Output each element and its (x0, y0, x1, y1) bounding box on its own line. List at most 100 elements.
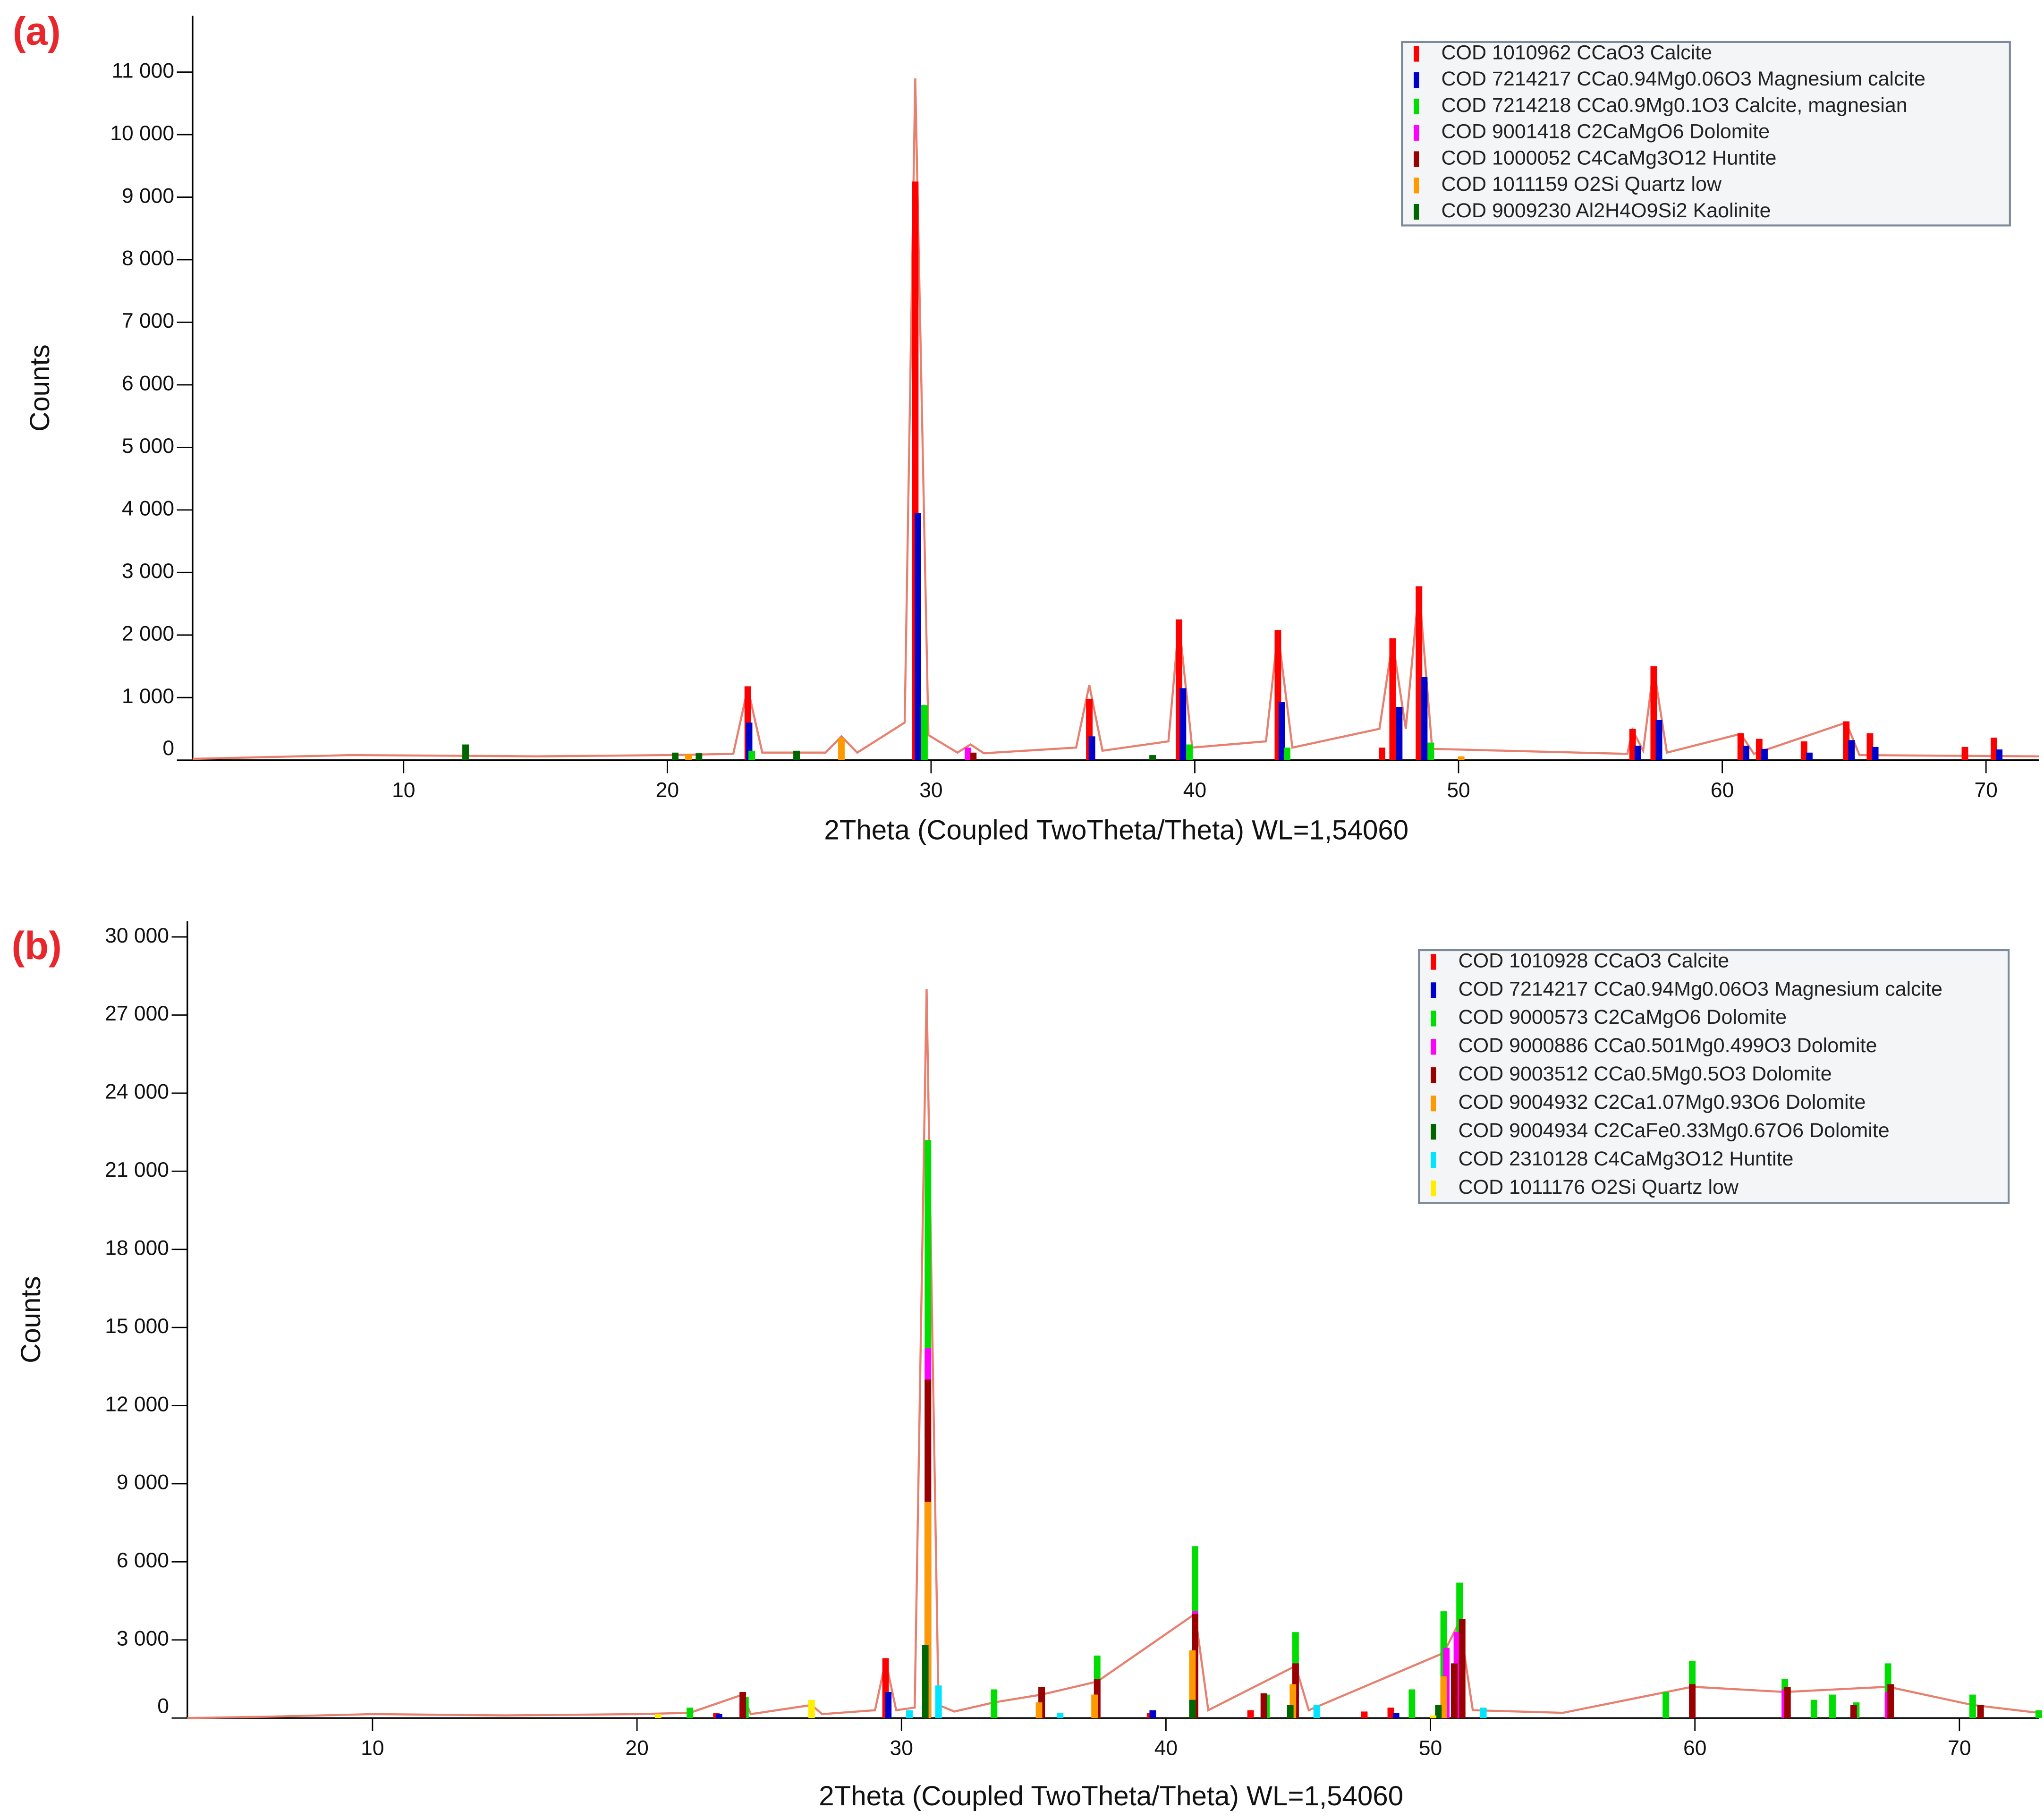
stick (1313, 1705, 1320, 1718)
y-tick-label: 9 000 (117, 1471, 169, 1494)
y-tick-label: 8 000 (122, 247, 174, 270)
y-tick-label: 1 000 (122, 685, 174, 708)
stick (1035, 1702, 1043, 1718)
legend-label: COD 1010928 CCaO3 Calcite (1459, 949, 1730, 972)
x-tick-label: 30 (890, 1737, 913, 1760)
legend-swatch (1431, 1152, 1436, 1168)
stick (1451, 1663, 1458, 1718)
stick (672, 752, 679, 760)
stick (1408, 1689, 1416, 1718)
stick (1440, 1676, 1447, 1718)
stick (1806, 752, 1813, 760)
stick (1887, 1684, 1894, 1718)
stick (1800, 741, 1807, 760)
y-axis-title: Counts (25, 344, 55, 432)
x-tick-label: 60 (1711, 779, 1734, 802)
stick (1260, 1693, 1267, 1718)
stick (915, 513, 921, 760)
y-tick-label: 4 000 (122, 497, 174, 520)
stick (1848, 740, 1855, 760)
y-tick-label: 21 000 (105, 1158, 169, 1182)
stick (1969, 1694, 1976, 1718)
stick (885, 1692, 892, 1718)
legend-label: COD 1000052 C4CaMg3O12 Huntite (1442, 146, 1777, 169)
x-axis-title: 2Theta (Coupled TwoTheta/Theta) WL=1,540… (819, 1781, 1403, 1811)
y-tick-label: 6 000 (117, 1549, 169, 1572)
stick (1186, 744, 1193, 760)
stick (695, 753, 703, 760)
y-tick-label: 10 000 (110, 122, 174, 145)
stick (1389, 638, 1396, 760)
stick (1361, 1711, 1368, 1718)
x-tick-label: 20 (625, 1737, 648, 1760)
y-tick-label: 5 000 (122, 434, 174, 458)
legend-swatch (1414, 72, 1419, 88)
stick (1416, 586, 1423, 760)
x-tick-label: 40 (1154, 1737, 1178, 1760)
stick (1866, 733, 1874, 760)
x-tick-label: 30 (919, 779, 942, 802)
stick (1088, 736, 1095, 760)
y-tick-label: 12 000 (105, 1393, 169, 1416)
legend-swatch (1431, 1067, 1436, 1083)
stick (1149, 1710, 1156, 1718)
stick (1996, 749, 2003, 760)
legend-swatch (1431, 1039, 1436, 1055)
stick (1284, 748, 1290, 760)
stick (1850, 1705, 1857, 1718)
stick (1247, 1710, 1254, 1718)
stick (991, 1689, 998, 1718)
stick (1977, 1705, 1984, 1718)
stick (1737, 733, 1744, 760)
legend-swatch (1414, 46, 1419, 62)
y-tick-label: 0 (157, 1695, 169, 1718)
stick (1427, 742, 1434, 760)
y-tick-label: 15 000 (105, 1315, 169, 1338)
y-tick-label: 24 000 (105, 1080, 169, 1104)
stick (965, 748, 972, 760)
x-tick-label: 60 (1683, 1737, 1706, 1760)
stick (1634, 746, 1641, 760)
stick (1287, 1705, 1294, 1718)
stick (1872, 747, 1879, 760)
legend-label: COD 7214217 CCa0.94Mg0.06O3 Magnesium ca… (1442, 68, 1925, 90)
legend-label: COD 2310128 C4CaMg3O12 Huntite (1459, 1148, 1794, 1170)
stick (1421, 677, 1428, 760)
stick (462, 744, 469, 760)
legend-label: COD 1010962 CCaO3 Calcite (1442, 41, 1713, 64)
stick (793, 750, 800, 760)
stick (1189, 1700, 1196, 1718)
stick (906, 1710, 913, 1718)
legend-label: COD 9009230 Al2H4O9Si2 Kaolinite (1442, 199, 1771, 222)
x-tick-label: 50 (1447, 779, 1470, 802)
stick (1662, 1692, 1670, 1718)
stick (935, 1685, 942, 1718)
stick (715, 1714, 722, 1718)
y-tick-label: 9 000 (122, 184, 174, 207)
y-tick-label: 3 000 (122, 560, 174, 583)
legend-label: COD 1011176 O2Si Quartz low (1459, 1176, 1739, 1198)
stick (922, 1645, 929, 1718)
y-tick-label: 0 (162, 737, 174, 760)
legend-label: COD 9004934 C2CaFe0.33Mg0.67O6 Dolomite (1459, 1119, 1890, 1142)
legend-label: COD 9000886 CCa0.501Mg0.499O3 Dolomite (1459, 1034, 1877, 1057)
legend-swatch (1431, 1011, 1436, 1027)
stick (654, 1714, 662, 1718)
stick (739, 1692, 746, 1718)
legend-swatch (1431, 982, 1436, 998)
stick (1179, 688, 1187, 760)
pattern-line (187, 989, 2039, 1719)
stick (1057, 1713, 1064, 1718)
panel-label: (b) (12, 924, 62, 968)
stick (1430, 1715, 1437, 1718)
x-tick-label: 20 (656, 779, 679, 802)
stick (1689, 1684, 1696, 1718)
legend-swatch (1414, 98, 1419, 115)
y-tick-label: 18 000 (105, 1236, 169, 1259)
stick (1810, 1700, 1817, 1718)
stick (1655, 720, 1662, 760)
stick (1392, 1713, 1399, 1718)
stick (1149, 755, 1156, 760)
legend-label: COD 9000573 C2CaMgO6 Dolomite (1459, 1006, 1787, 1028)
legend-swatch (1431, 1123, 1436, 1140)
